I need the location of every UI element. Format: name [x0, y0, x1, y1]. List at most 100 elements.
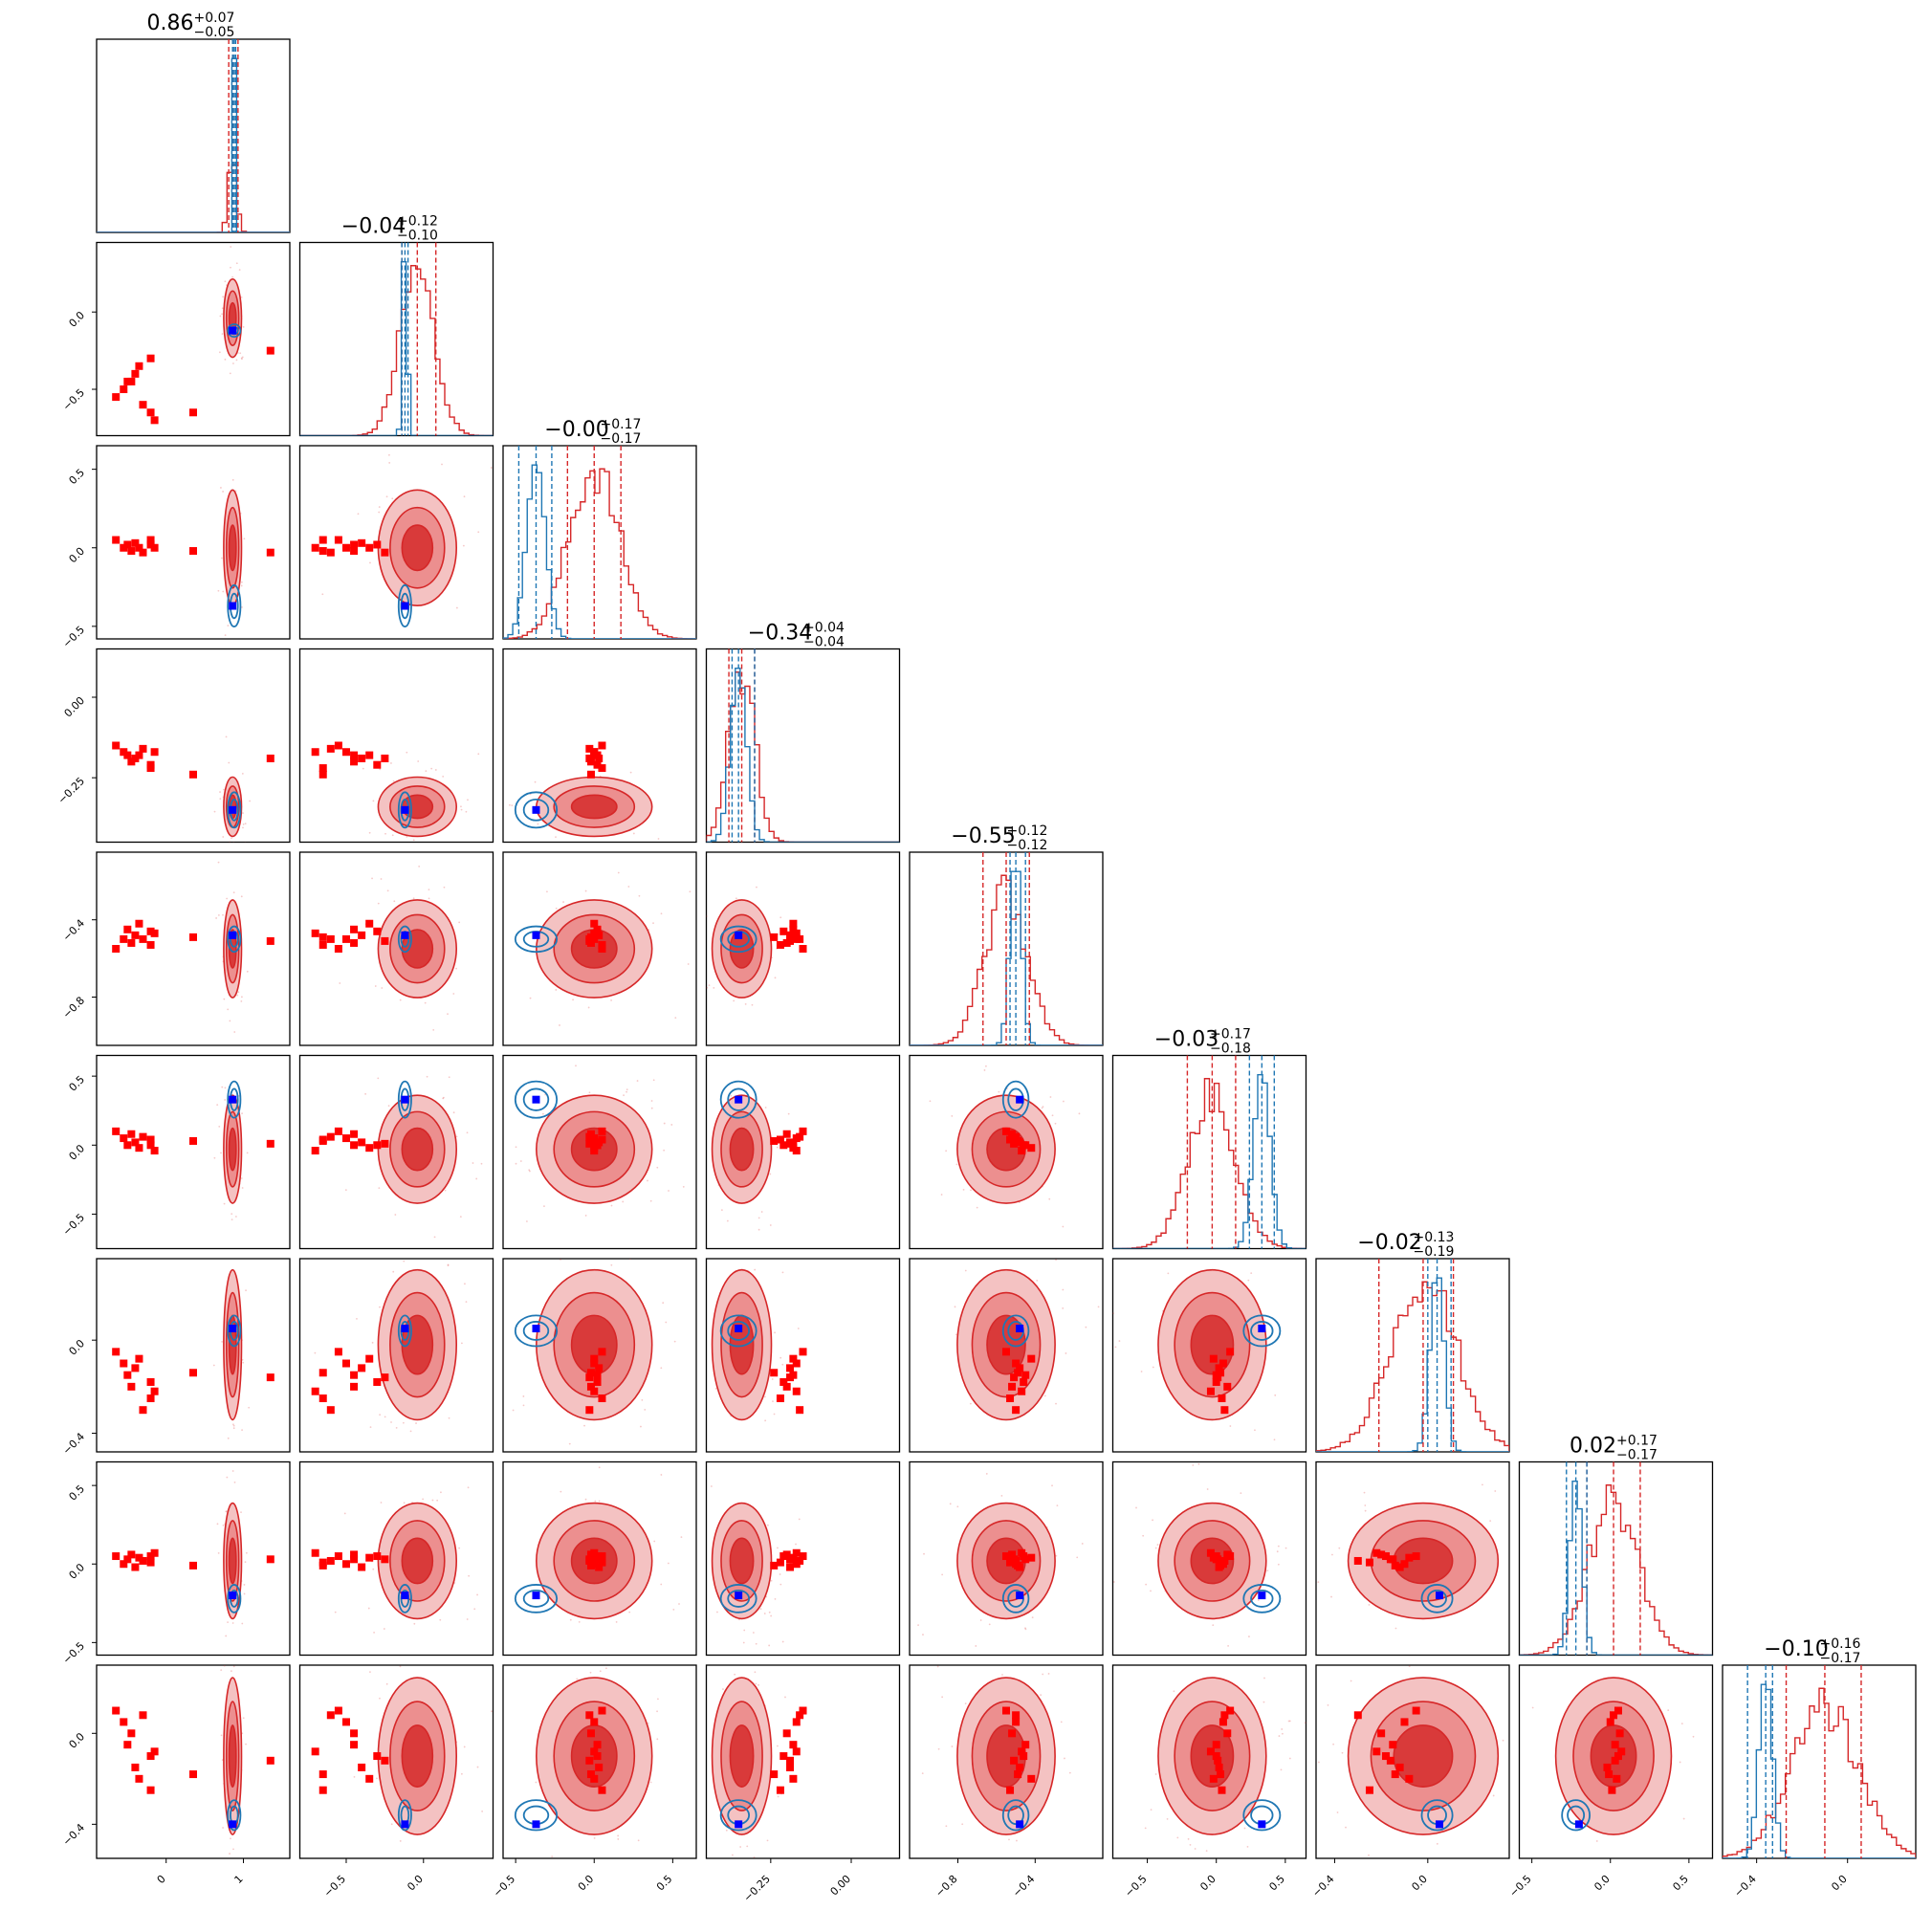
diag-panel-0 [96, 38, 291, 233]
sample-point [374, 985, 377, 987]
sample-point [227, 625, 230, 626]
red-marker [1012, 1359, 1021, 1368]
sample-point [704, 1578, 706, 1580]
sample-point [444, 1189, 447, 1192]
red-marker [381, 1756, 389, 1765]
sample-point [472, 1162, 474, 1164]
sample-point [380, 878, 383, 880]
sample-point [227, 1437, 230, 1439]
sample-point [243, 1584, 246, 1586]
y-tick-label: 0.0 [67, 309, 88, 330]
sample-point [1166, 1817, 1169, 1820]
sample-point [215, 917, 217, 919]
sample-point [210, 1870, 212, 1872]
x-tick-label: 0.0 [1829, 1873, 1850, 1894]
x-tick-label: 0.0 [405, 1873, 426, 1894]
red-marker [1214, 1373, 1222, 1382]
scatter-panel-7-1 [298, 1460, 494, 1657]
sample-point [955, 1333, 957, 1336]
red-marker [799, 1552, 807, 1561]
sample-point [452, 1111, 455, 1114]
blue-contour [1420, 1799, 1454, 1832]
sample-point [231, 1622, 234, 1624]
red-marker [782, 1130, 791, 1138]
sample-point [241, 1187, 244, 1189]
red-marker [1353, 1711, 1362, 1720]
truth-marker [1016, 1592, 1024, 1600]
sample-point [241, 772, 244, 775]
red-marker [350, 1130, 359, 1138]
red-marker [146, 1394, 155, 1403]
sample-point [1287, 1720, 1290, 1723]
red-marker [127, 757, 136, 766]
sample-point [1114, 1346, 1117, 1349]
sample-point [1682, 1817, 1685, 1820]
sample-point [680, 1536, 683, 1539]
sample-point [463, 495, 466, 498]
red-marker [135, 1144, 143, 1153]
red-marker [776, 1394, 784, 1403]
sample-point [656, 1166, 659, 1169]
red-marker [341, 1359, 350, 1368]
sample-point [674, 1017, 677, 1020]
sample-point [217, 861, 220, 864]
red-marker [1386, 1555, 1394, 1564]
blue-contour [719, 1080, 757, 1119]
red-marker [350, 925, 359, 933]
truth-marker [229, 1592, 237, 1600]
red-marker [1217, 1369, 1225, 1377]
red-marker [311, 929, 319, 937]
red-marker [139, 1711, 147, 1720]
sample-point [240, 581, 243, 583]
red-marker [586, 1561, 595, 1570]
sample-point [650, 1107, 653, 1109]
sample-point [1205, 1850, 1208, 1853]
blue-contour [397, 1584, 412, 1614]
sample-point [388, 453, 390, 456]
scatter-panel-6-4 [909, 1258, 1104, 1453]
sample-point [383, 1628, 385, 1630]
red-marker [1215, 1364, 1223, 1372]
red-marker [1214, 1555, 1222, 1564]
blue-contour [1007, 1805, 1024, 1826]
sample-point [714, 1388, 717, 1390]
sample-point [998, 1090, 1000, 1093]
truth-marker [735, 1095, 743, 1104]
red-marker [1223, 1550, 1232, 1559]
sample-point [442, 1096, 445, 1099]
sample-point [1494, 1490, 1497, 1492]
sample-point [225, 1510, 228, 1513]
sample-point [1112, 1581, 1115, 1583]
sample-point [385, 495, 388, 498]
red-marker [127, 938, 136, 947]
scatter-panel-8-1 [298, 1664, 494, 1859]
y-tick-label: −0.5 [60, 386, 87, 413]
red-marker [1218, 1359, 1227, 1368]
sample-point [1364, 1509, 1367, 1512]
sample-point [1332, 1743, 1335, 1745]
sample-point [725, 1829, 728, 1832]
sample-point [1156, 1544, 1159, 1546]
blue-contour [227, 1799, 242, 1832]
sample-point [653, 1540, 656, 1543]
red-marker [1400, 1718, 1409, 1726]
sample-point [223, 1665, 226, 1667]
red-marker [365, 919, 374, 928]
sample-point [592, 1660, 594, 1662]
sample-point [754, 1268, 757, 1271]
red-marker [598, 764, 606, 773]
sample-point [413, 1622, 416, 1625]
red-marker [1008, 1382, 1017, 1391]
blue-histogram [503, 464, 696, 639]
red-marker [590, 1774, 599, 1783]
sample-point [229, 372, 231, 375]
red-marker [590, 919, 599, 928]
sample-point [460, 805, 462, 808]
red-marker [311, 1387, 319, 1395]
red-histogram [1316, 1281, 1509, 1452]
y-tick-label: 0.5 [67, 1482, 88, 1504]
red-marker [131, 369, 140, 378]
sample-point [465, 810, 468, 813]
red-marker [1027, 1774, 1036, 1783]
red-marker [796, 1132, 804, 1141]
